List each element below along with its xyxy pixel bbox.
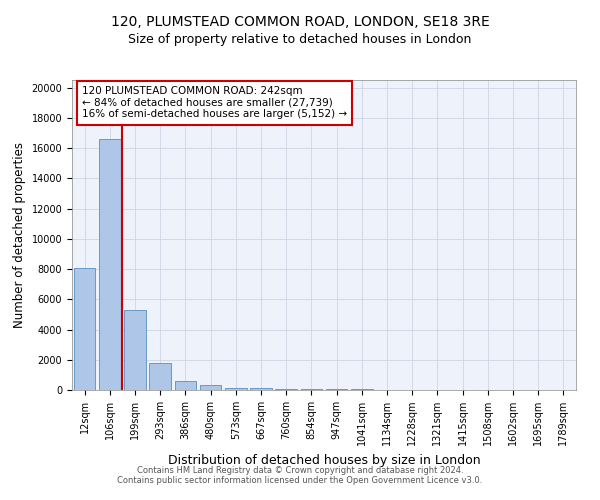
Text: 120 PLUMSTEAD COMMON ROAD: 242sqm
← 84% of detached houses are smaller (27,739)
: 120 PLUMSTEAD COMMON ROAD: 242sqm ← 84% … (82, 86, 347, 120)
Bar (99, 139, 121, 390)
Text: Contains HM Land Registry data © Crown copyright and database right 2024.
Contai: Contains HM Land Registry data © Crown c… (118, 466, 482, 485)
X-axis label: Distribution of detached houses by size in London: Distribution of detached houses by size … (167, 454, 481, 466)
Bar (149, 363, 171, 390)
Bar (124, 310, 146, 390)
Y-axis label: Number of detached properties: Number of detached properties (13, 142, 26, 328)
Bar (200, 386, 221, 390)
Bar (301, 389, 322, 390)
Text: Size of property relative to detached houses in London: Size of property relative to detached ho… (128, 32, 472, 46)
Bar (225, 388, 247, 390)
Bar (326, 389, 347, 390)
Bar (175, 381, 196, 390)
Text: 120, PLUMSTEAD COMMON ROAD, LONDON, SE18 3RE: 120, PLUMSTEAD COMMON ROAD, LONDON, SE18… (110, 15, 490, 29)
Bar (74, 268, 95, 390)
Bar (250, 388, 272, 390)
Bar (275, 389, 297, 390)
